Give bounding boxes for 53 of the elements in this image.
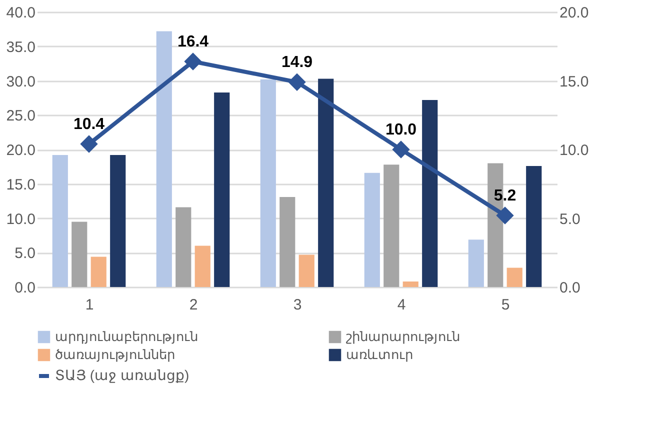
bar — [214, 92, 230, 287]
point — [496, 207, 514, 224]
bar — [468, 240, 484, 287]
x-tick-label: 4 — [397, 296, 406, 314]
bar — [72, 222, 88, 287]
data-label: 16.4 — [177, 34, 209, 50]
point — [392, 141, 410, 158]
bar — [298, 254, 314, 287]
bar — [318, 78, 334, 287]
y-tick-label: 15.0 — [6, 176, 36, 194]
y-tick-label: 35.0 — [6, 38, 36, 56]
y-tick-label: 20.0 — [6, 142, 36, 159]
legend-label: շինարարություն — [346, 329, 460, 344]
point — [288, 74, 306, 91]
data-label: 5.2 — [494, 188, 516, 204]
bar — [384, 164, 400, 287]
legend-label: ծառայություններ — [55, 347, 175, 362]
x-tick-label: 5 — [501, 296, 510, 314]
bar — [176, 207, 192, 287]
y2-tick-label: 15.0 — [560, 73, 589, 90]
point — [80, 136, 98, 152]
bar — [90, 256, 106, 287]
bar — [52, 155, 68, 287]
bar — [422, 100, 438, 287]
y2-tick-label: 20.0 — [560, 4, 589, 22]
x-tick-label: 1 — [85, 296, 94, 314]
y-tick-label: 30.0 — [6, 73, 36, 90]
bar — [260, 79, 276, 287]
bar — [364, 172, 380, 287]
y-tick-label: 40.0 — [6, 4, 36, 22]
legend-label: առևտուր — [346, 347, 413, 362]
y-tick-label: 25.0 — [6, 108, 36, 125]
y-tick-label: 10.0 — [6, 210, 36, 228]
data-label: 10.0 — [385, 122, 417, 138]
data-label: 10.4 — [73, 116, 105, 133]
x-tick-label: 3 — [293, 296, 302, 314]
bar — [526, 166, 542, 287]
y2-tick-label: 10.0 — [560, 142, 589, 159]
y2-tick-label: 0.0 — [560, 280, 580, 296]
x-tick-label: 2 — [189, 296, 198, 314]
bar — [280, 196, 296, 287]
bar — [156, 31, 172, 287]
data-label: 14.9 — [281, 54, 313, 72]
y-tick-label: 0.0 — [14, 280, 36, 296]
bar — [506, 268, 522, 287]
y2-tick-label: 5.0 — [560, 210, 580, 228]
legend-label: արդյունաբերություն — [55, 329, 198, 344]
bar — [194, 246, 210, 287]
point — [184, 53, 202, 70]
legend-label: ՏԱՅ (աջ առանցք) — [55, 367, 190, 383]
bar — [110, 155, 126, 287]
bar — [402, 282, 418, 287]
y-tick-label: 5.0 — [14, 245, 36, 262]
